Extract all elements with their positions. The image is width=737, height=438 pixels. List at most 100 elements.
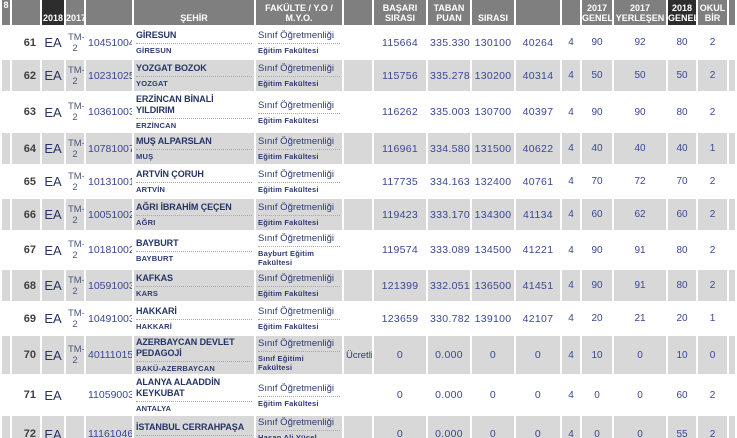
table-body: 61 EA TM-2 104510047 GİRESUN GİRESUN Sın… — [2, 27, 735, 438]
right-cutoff-cell — [729, 416, 735, 438]
program-code-cell: 107810071 — [86, 133, 132, 164]
header-unlabeled-1 — [516, 0, 560, 25]
city-name: KARS — [136, 286, 252, 298]
university-city-cell: AZERBAYCAN DEVLET PEDAGOJİ BAKÜ-AZERBAYC… — [134, 336, 254, 374]
faculty-cell: Sınıf Öğretmenliği Eğitim Fakültesi — [256, 166, 342, 197]
header-year-2018: 2018 — [42, 0, 64, 25]
program-code-cell: 104510047 — [86, 27, 132, 58]
city-name: HAKKARİ — [136, 319, 252, 331]
right-cutoff-cell — [729, 93, 735, 131]
table-row: 64 EA TM-2 107810071 MUŞ ALPARSLAN MUŞ S… — [2, 133, 735, 164]
university-name: AZERBAYCAN DEVLET PEDAGOJİ — [136, 337, 235, 358]
faculty-cell: Sınıf Öğretmenliği Bayburt Eğitim Fakült… — [256, 232, 342, 268]
genel-2017-cell: 20 — [582, 303, 612, 334]
rank-cell: 132400 — [472, 166, 514, 197]
program-code-cell: 111610467 — [86, 416, 132, 438]
table-row: 63 EA TM-2 103610031 ERZİNCAN BİNALİ YIL… — [2, 93, 735, 131]
rank-cell: 0 — [472, 416, 514, 438]
unlabeled-small-cell: 4 — [562, 27, 580, 58]
score-type-2017-cell: TM-2 — [66, 60, 84, 91]
yerlesen-2017-cell: 72 — [614, 166, 666, 197]
program-name: Sınıf Öğretmenliği — [258, 233, 335, 244]
rank-cell: 0 — [472, 336, 514, 374]
edge-cutoff-cell — [2, 270, 10, 301]
university-city-cell: KAFKAS KARS — [134, 270, 254, 301]
faculty-name: Eğitim Fakültesi — [258, 149, 340, 161]
unlabeled-rank-cell: 0 — [516, 336, 560, 374]
header-rank: SIRASI — [472, 0, 514, 25]
faculty-name: Eğitim Fakültesi — [258, 43, 340, 55]
score-type-cell: EA — [42, 232, 64, 268]
yerlesen-2017-cell: 90 — [614, 93, 666, 131]
program-code-cell: 104910034 — [86, 303, 132, 334]
university-city-cell: ALANYA ALAADDİN KEYKUBAT ANTALYA — [134, 376, 254, 414]
right-cutoff-cell — [729, 199, 735, 230]
fee-status-cell — [344, 416, 372, 438]
program-code-cell: 101810026 — [86, 232, 132, 268]
genel-2017-cell: 90 — [582, 232, 612, 268]
city-name: YOZGAT — [136, 76, 252, 88]
edge-cutoff-cell — [2, 199, 10, 230]
okul-bir-cell: 2 — [698, 199, 727, 230]
rank-cell: 130700 — [472, 93, 514, 131]
success-rank-cell: 0 — [374, 376, 426, 414]
program-name: Sınıf Öğretmenliği — [258, 202, 335, 213]
row-number-cell: 68 — [12, 270, 40, 301]
rank-cell: 136500 — [472, 270, 514, 301]
university-name: YOZGAT BOZOK — [136, 63, 207, 73]
faculty-cell: Sınıf Öğretmenliği Hasan Ali Yücel Eğiti… — [256, 416, 342, 438]
yerlesen-2017-cell: 50 — [614, 60, 666, 91]
city-name: GİRESUN — [136, 43, 252, 55]
rank-cell: 131500 — [472, 133, 514, 164]
genel-2018-cell: 60 — [668, 376, 696, 414]
score-type-cell: EA — [42, 60, 64, 91]
rank-cell: 0 — [472, 376, 514, 414]
fee-status-cell — [344, 303, 372, 334]
fee-status-cell — [344, 376, 372, 414]
success-rank-cell: 115664 — [374, 27, 426, 58]
base-score-cell: 330.782 — [428, 303, 470, 334]
unlabeled-small-cell: 4 — [562, 376, 580, 414]
score-type-cell: EA — [42, 199, 64, 230]
faculty-name: Eğitim Fakültesi — [258, 76, 340, 88]
base-score-cell: 334.163 — [428, 166, 470, 197]
table-row: 61 EA TM-2 104510047 GİRESUN GİRESUN Sın… — [2, 27, 735, 58]
fee-status-cell — [344, 166, 372, 197]
score-type-cell: EA — [42, 93, 64, 131]
right-cutoff-cell — [729, 133, 735, 164]
program-code-cell: 401110154 — [86, 336, 132, 374]
okul-bir-cell: 2 — [698, 232, 727, 268]
header-row-number — [12, 0, 40, 25]
faculty-name: Hasan Ali Yücel Eğitim — [258, 430, 340, 438]
program-code-cell: 102310258 — [86, 60, 132, 91]
okul-bir-cell: 2 — [698, 416, 727, 438]
right-cutoff-cell — [729, 27, 735, 58]
unlabeled-rank-cell: 42107 — [516, 303, 560, 334]
genel-2017-cell: 90 — [582, 27, 612, 58]
score-type-2017-cell: TM-2 — [66, 336, 84, 374]
fee-status-cell — [344, 60, 372, 91]
unlabeled-rank-cell: 40761 — [516, 166, 560, 197]
yerlesen-2017-cell: 91 — [614, 232, 666, 268]
edge-cutoff-cell — [2, 166, 10, 197]
university-city-cell: İSTANBUL CERRAHPAŞA İSTANBUL — [134, 416, 254, 438]
base-score-cell: 333.089 — [428, 232, 470, 268]
faculty-cell: Sınıf Öğretmenliği Eğitim Fakültesi — [256, 27, 342, 58]
success-rank-cell: 116262 — [374, 93, 426, 131]
faculty-cell: Sınıf Öğretmenliği Eğitim Fakültesi — [256, 60, 342, 91]
header-program-code — [86, 0, 132, 25]
program-code-cell: 103610031 — [86, 93, 132, 131]
header-2017-genel: 2017 GENEL — [582, 0, 612, 25]
city-name: BAYBURT — [136, 250, 252, 263]
score-type-cell: EA — [42, 166, 64, 197]
row-number-cell: 69 — [12, 303, 40, 334]
faculty-cell: Sınıf Öğretmenliği Eğitim Fakültesi — [256, 93, 342, 131]
unlabeled-small-cell: 4 — [562, 133, 580, 164]
program-code-cell: 105910031 — [86, 270, 132, 301]
university-name: BAYBURT — [136, 237, 179, 248]
program-name: Sınıf Öğretmenliği — [258, 169, 335, 180]
okul-bir-cell: 2 — [698, 376, 727, 414]
header-base-score: TABAN PUAN — [428, 0, 470, 25]
genel-2018-cell: 60 — [668, 199, 696, 230]
genel-2018-cell: 20 — [668, 303, 696, 334]
